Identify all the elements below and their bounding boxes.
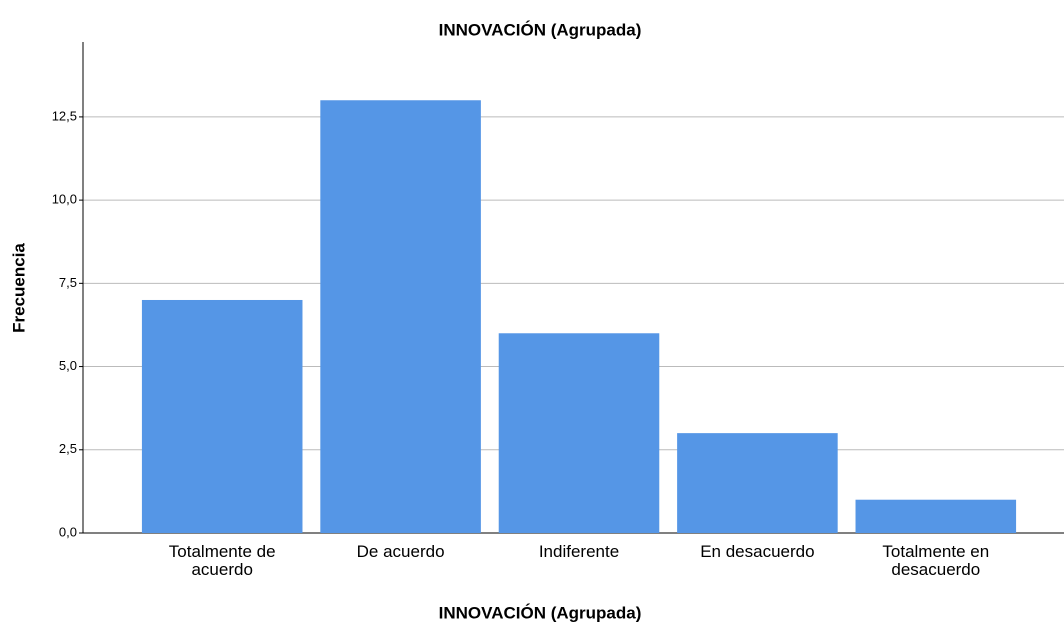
bar (855, 499, 1017, 533)
x-axis-title: INNOVACIÓN (Agrupada) (439, 603, 642, 622)
y-axis-title: Frecuencia (9, 243, 28, 333)
x-tick-label: En desacuerdo (700, 542, 815, 561)
y-tick-label: 0,0 (59, 524, 77, 539)
bar (498, 333, 660, 533)
bar (141, 299, 303, 533)
y-tick-label: 10,0 (52, 192, 77, 207)
x-tick-label: Totalmente de acuerdo (168, 542, 276, 579)
y-tick-label: 12,5 (52, 108, 77, 123)
x-tick-label: De acuerdo (356, 542, 445, 561)
y-tick-label: 5,0 (59, 358, 77, 373)
y-tick-label: 7,5 (59, 275, 77, 290)
chart-title: INNOVACIÓN (Agrupada) (439, 20, 642, 39)
bar (677, 433, 838, 533)
x-tick-label: Indiferente (538, 542, 620, 561)
y-tick-label: 2,5 (59, 441, 77, 456)
x-tick-label: Totalmente en desacuerdo (882, 542, 990, 579)
bar (320, 100, 481, 533)
